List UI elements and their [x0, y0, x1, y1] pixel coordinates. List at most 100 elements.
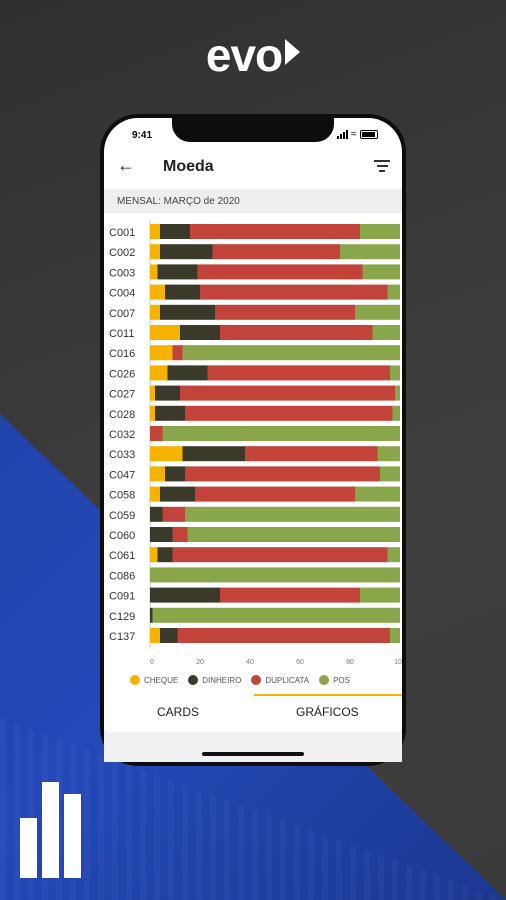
bar-segment-duplicata[interactable]: [177, 628, 391, 643]
bar-segment-dinheiro[interactable]: [150, 527, 173, 542]
bar-segment-duplicata[interactable]: [215, 304, 355, 320]
bar-segment-dinheiro[interactable]: [165, 284, 200, 300]
bar-segment-dinheiro[interactable]: [157, 264, 198, 280]
bar-segment-cheque[interactable]: [150, 264, 158, 280]
active-tab-indicator: [254, 694, 402, 696]
bar-segment-pos[interactable]: [340, 244, 400, 260]
bar-segment-cheque[interactable]: [150, 365, 168, 381]
tab-graficos[interactable]: GRÁFICOS: [296, 705, 359, 719]
bar-segment-duplicata[interactable]: [220, 325, 373, 340]
bar-segment-pos[interactable]: [362, 264, 401, 280]
tab-bar: [104, 694, 402, 730]
play-icon: [285, 39, 301, 65]
bar-segment-duplicata[interactable]: [207, 365, 391, 381]
bar-segment-pos[interactable]: [387, 284, 401, 300]
bar-segment-pos[interactable]: [360, 224, 400, 239]
bar-segment-duplicata[interactable]: [220, 587, 360, 603]
bar-segment-duplicata[interactable]: [150, 426, 163, 441]
bar-segment-pos[interactable]: [390, 365, 400, 381]
bar-segment-dinheiro[interactable]: [180, 325, 220, 340]
bar-segment-pos[interactable]: [387, 547, 401, 563]
x-tick-label: 40: [246, 659, 254, 666]
bar-segment-duplicata[interactable]: [172, 345, 183, 361]
bar-segment-pos[interactable]: [390, 628, 400, 643]
bar-segment-cheque[interactable]: [150, 345, 173, 361]
bar-segment-pos[interactable]: [395, 385, 400, 401]
bar-segment-cheque[interactable]: [150, 244, 160, 260]
bar-segment-pos[interactable]: [162, 426, 401, 441]
bar-segment-cheque[interactable]: [150, 224, 160, 239]
bar-segment-duplicata[interactable]: [195, 486, 355, 502]
bar-segment-dinheiro[interactable]: [160, 628, 178, 643]
bar-segment-dinheiro[interactable]: [155, 385, 180, 401]
bar-segment-dinheiro[interactable]: [155, 405, 185, 421]
bar-segment-cheque[interactable]: [150, 547, 158, 563]
page-title: Moeda: [163, 158, 214, 175]
bar-segment-duplicata[interactable]: [245, 446, 378, 462]
bar-segment-cheque[interactable]: [150, 284, 165, 300]
bar-segment-pos[interactable]: [372, 325, 401, 340]
bar-segment-duplicata[interactable]: [190, 224, 360, 239]
category-label: C033: [109, 449, 135, 461]
back-arrow-icon[interactable]: ←: [117, 155, 135, 175]
category-label: C061: [109, 550, 135, 562]
bar-segment-pos[interactable]: [377, 446, 401, 462]
bar-segment-duplicata[interactable]: [185, 466, 380, 482]
bar-segment-pos[interactable]: [380, 466, 400, 482]
bar-segment-pos[interactable]: [185, 506, 400, 522]
bar-segment-dinheiro[interactable]: [150, 607, 153, 623]
bar-segment-cheque[interactable]: [150, 405, 155, 421]
bar-segment-dinheiro[interactable]: [160, 304, 215, 320]
bar-segment-dinheiro[interactable]: [160, 486, 195, 502]
bar-segment-pos[interactable]: [152, 607, 401, 623]
bar-segment-dinheiro[interactable]: [160, 224, 190, 239]
category-label: C047: [109, 469, 135, 481]
category-label: C086: [109, 570, 135, 582]
category-label: C002: [109, 247, 135, 259]
bar-segment-cheque[interactable]: [150, 385, 155, 401]
bar-segment-duplicata[interactable]: [180, 385, 395, 401]
bar-segment-duplicata[interactable]: [197, 264, 363, 280]
x-tick-label: 100: [394, 659, 402, 666]
x-tick-label: 80: [346, 659, 354, 666]
category-label: C032: [109, 429, 135, 441]
home-indicator[interactable]: [202, 752, 304, 756]
bar-segment-duplicata[interactable]: [162, 506, 186, 522]
category-label: C011: [109, 328, 134, 340]
bar-segment-cheque[interactable]: [150, 446, 183, 462]
bar-segment-pos[interactable]: [355, 304, 400, 320]
bar-segment-duplicata[interactable]: [200, 284, 388, 300]
legend-dot-dinheiro: [188, 675, 199, 685]
bar-segment-dinheiro[interactable]: [167, 365, 208, 381]
bar-segment-cheque[interactable]: [150, 466, 165, 482]
bar-segment-duplicata[interactable]: [172, 527, 188, 542]
legend-duplicata: DUPLICATA: [251, 675, 309, 685]
category-label: C028: [109, 409, 135, 421]
bar-segment-cheque[interactable]: [150, 628, 160, 643]
bar-segment-duplicata[interactable]: [172, 547, 388, 563]
bar-segment-pos[interactable]: [187, 527, 401, 542]
bar-segment-dinheiro[interactable]: [150, 587, 220, 603]
legend-dinheiro: DINHEIRO: [188, 675, 241, 685]
category-label: C058: [109, 490, 135, 502]
bar-segment-cheque[interactable]: [150, 325, 180, 340]
bar-segment-dinheiro[interactable]: [160, 244, 213, 260]
tab-cards[interactable]: CARDS: [157, 705, 200, 719]
legend-dot-pos: [319, 675, 330, 685]
bar-segment-duplicata[interactable]: [185, 405, 393, 421]
bar-segment-pos[interactable]: [150, 567, 400, 583]
filter-icon[interactable]: [374, 160, 390, 175]
bar-segment-dinheiro[interactable]: [165, 466, 185, 482]
bar-segment-pos[interactable]: [355, 486, 400, 502]
legend-pos: POS: [319, 675, 350, 685]
x-tick-label: 0: [150, 659, 154, 666]
bar-segment-cheque[interactable]: [150, 486, 160, 502]
bar-segment-pos[interactable]: [392, 405, 401, 421]
bar-segment-cheque[interactable]: [150, 304, 160, 320]
bar-segment-duplicata[interactable]: [212, 244, 341, 260]
bar-segment-dinheiro[interactable]: [157, 547, 173, 563]
bar-segment-pos[interactable]: [360, 587, 400, 603]
bar-segment-pos[interactable]: [182, 345, 401, 361]
bar-segment-dinheiro[interactable]: [150, 506, 163, 522]
bar-segment-dinheiro[interactable]: [182, 446, 246, 462]
